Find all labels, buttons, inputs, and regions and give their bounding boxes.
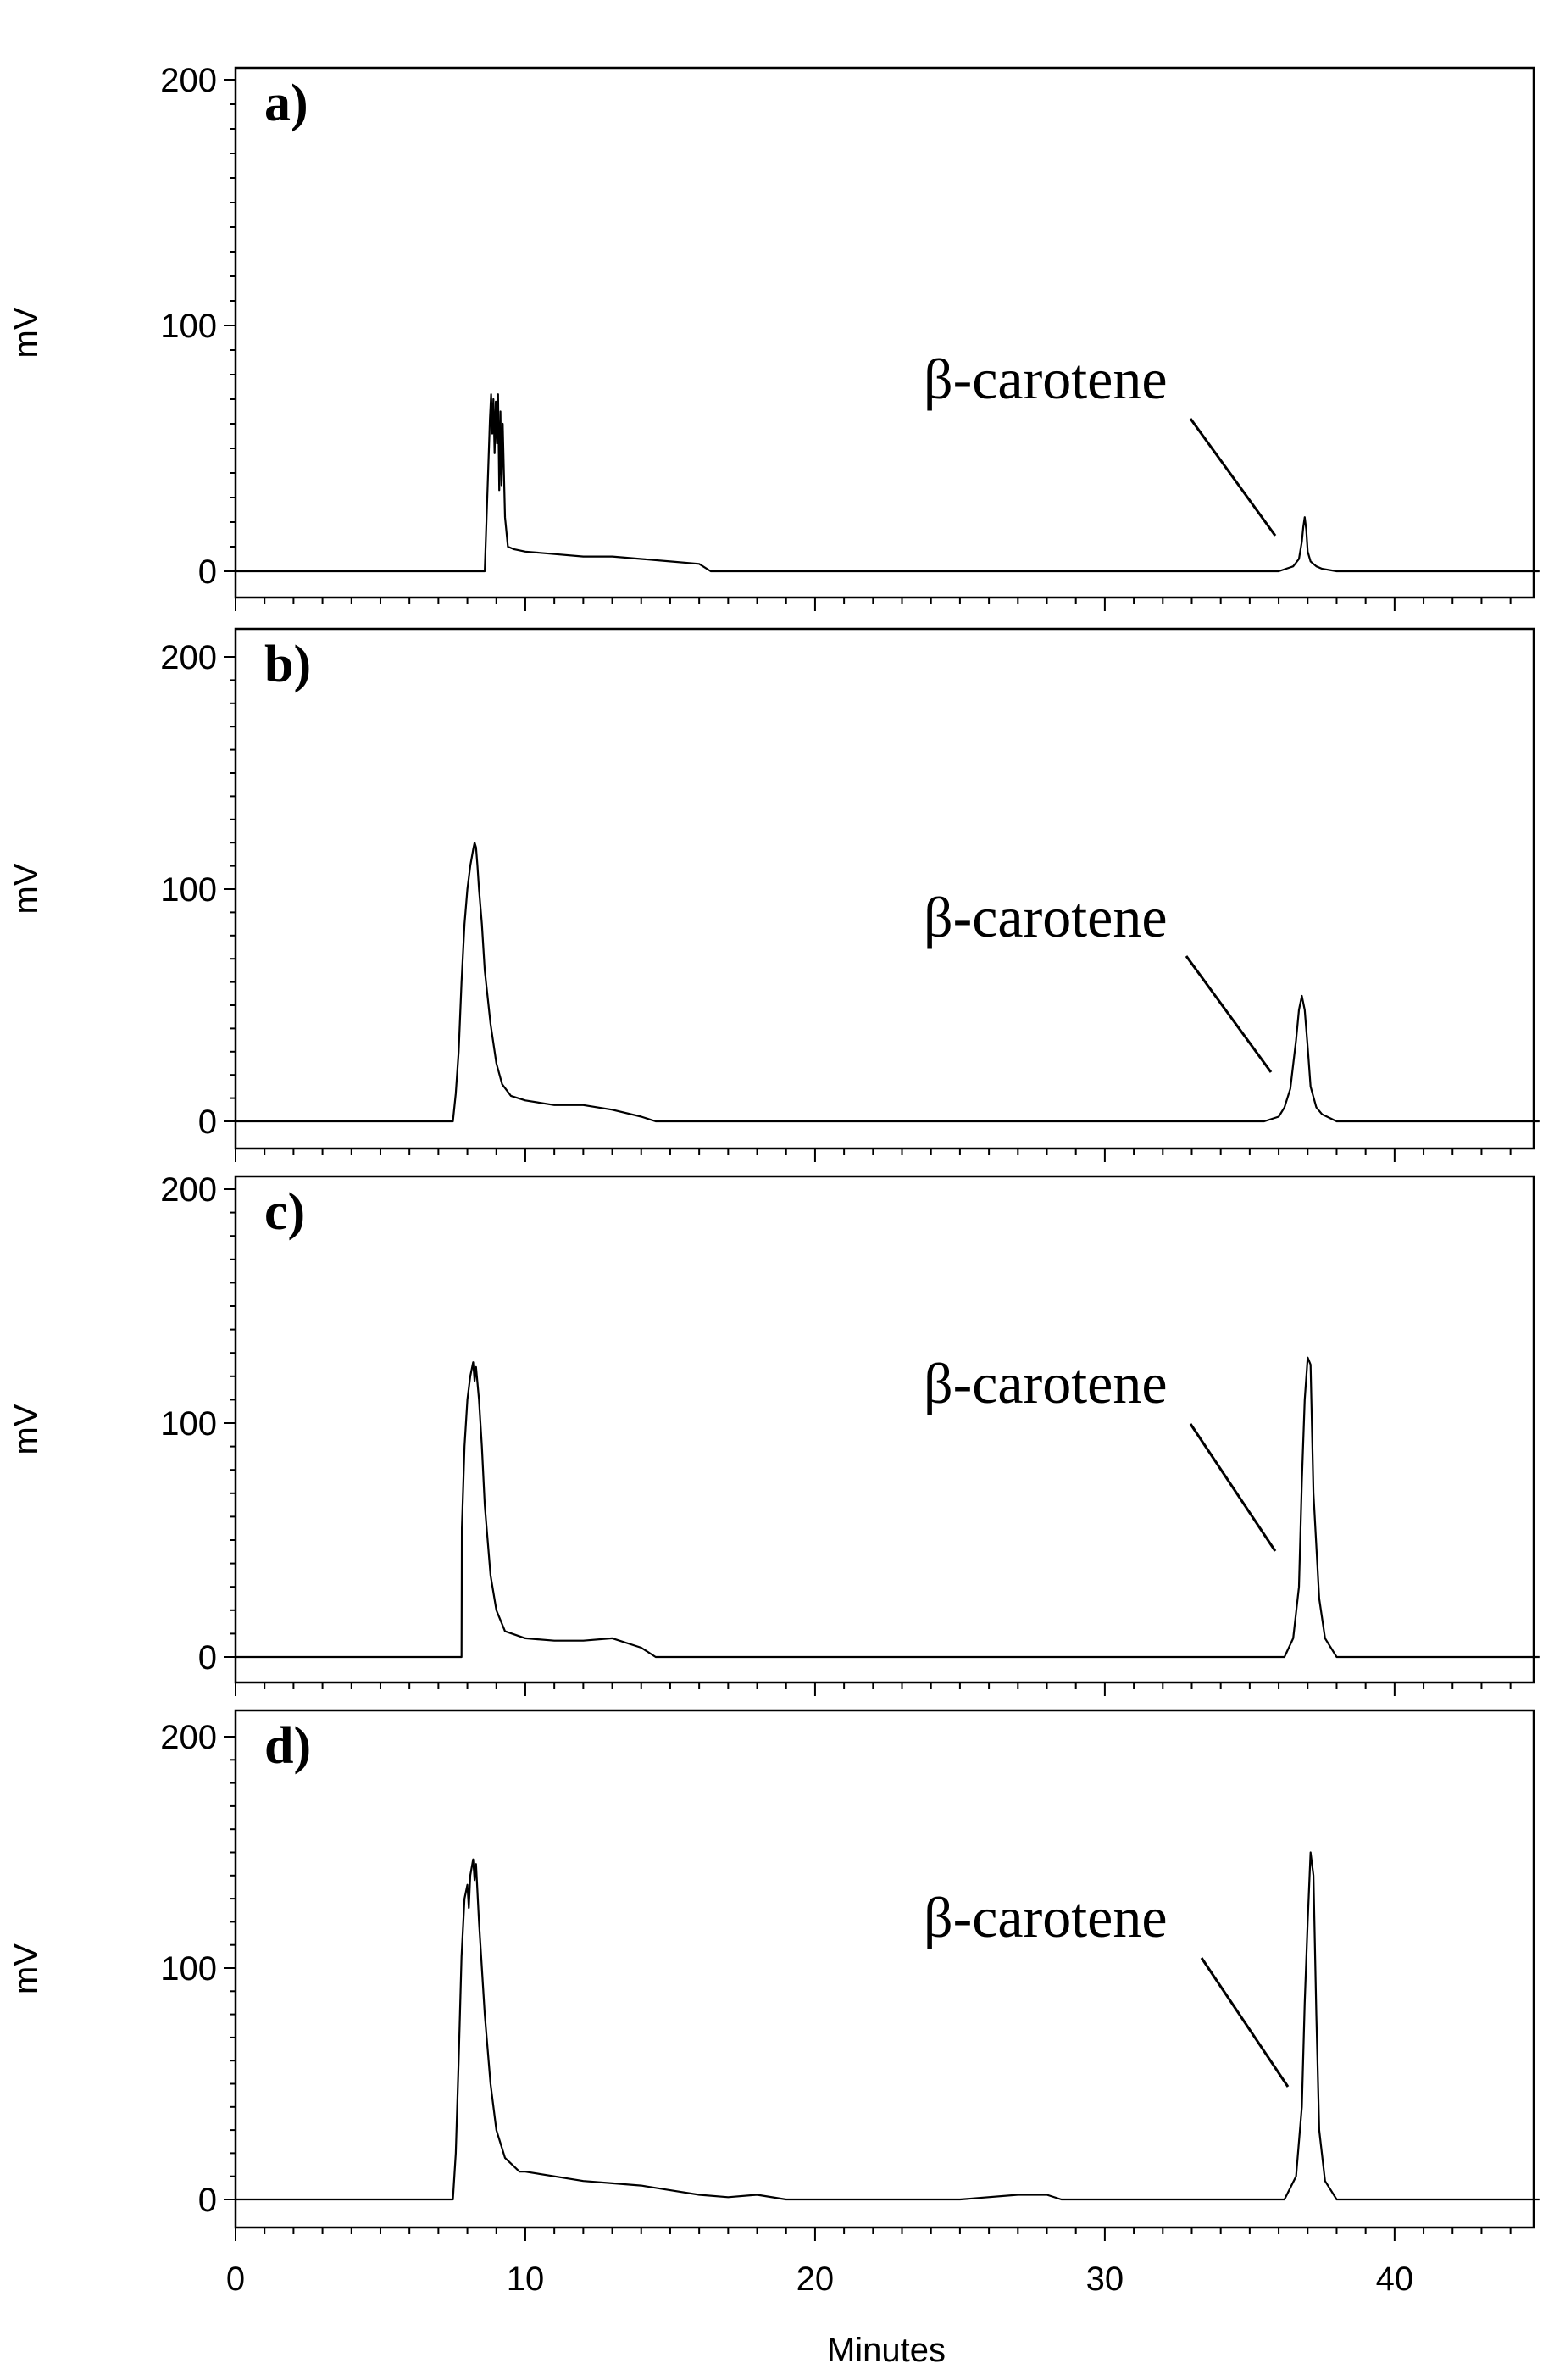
peak-annotation-label: β-carotene [924, 885, 1168, 949]
x-axis-title: Minutes [827, 2332, 946, 2369]
y-tick-label: 200 [160, 1171, 217, 1209]
peak-annotation-label: β-carotene [924, 347, 1168, 411]
peak-annotation-label: β-carotene [924, 1885, 1168, 1949]
y-tick-label: 0 [198, 2182, 217, 2219]
annotation-leader-line [1189, 418, 1277, 537]
chart-panel-b: 0 100 200 mV b) β-carotene [8, 627, 1540, 1162]
y-tick-label: 200 [160, 62, 217, 99]
annotation-leader-line [1200, 1957, 1290, 2088]
y-axis-title: mV [8, 307, 45, 358]
chromatogram-trace [236, 1356, 1540, 1659]
y-axis-title: mV [8, 1404, 45, 1454]
x-tick-label: 40 [1376, 2260, 1414, 2298]
panel-label: a) [264, 75, 308, 132]
chromatogram-trace [236, 1851, 1540, 2201]
chromatogram-trace [236, 842, 1540, 1123]
plot-frame [234, 66, 1535, 599]
panel-label: b) [264, 636, 311, 693]
plot-frame [234, 627, 1535, 1150]
plot-frame [234, 1709, 1535, 2229]
y-tick-label: 0 [198, 1639, 217, 1677]
chart-panel-a: 0 100 200 mV a) β-carotene [8, 62, 1540, 611]
y-axis-title: mV [8, 863, 45, 914]
annotation-leader-line [1185, 955, 1273, 1073]
panel-label: c) [264, 1183, 305, 1241]
chart-panel-c: 0 100 200 mV c) β-carotene [8, 1171, 1540, 1696]
y-tick-label: 100 [160, 1405, 217, 1443]
x-tick-label: 10 [507, 2260, 545, 2298]
x-tick-label: 20 [796, 2260, 835, 2298]
y-tick-label: 100 [160, 871, 217, 909]
y-tick-label: 0 [198, 1104, 217, 1141]
peak-annotation-label: β-carotene [924, 1351, 1168, 1415]
y-axis-title: mV [8, 1943, 45, 1994]
chart-panel-d: 0 100 200 mV d) β-carotene [8, 1709, 1540, 2241]
y-tick-label: 100 [160, 308, 217, 345]
chromatogram-trace [236, 393, 1540, 573]
x-tick-label: 30 [1086, 2260, 1124, 2298]
y-tick-label: 200 [160, 1719, 217, 1756]
panel-label: d) [264, 1717, 311, 1775]
y-tick-label: 100 [160, 1950, 217, 1988]
plot-frame [234, 1175, 1535, 1684]
y-tick-label: 200 [160, 639, 217, 676]
y-tick-label: 0 [198, 553, 217, 591]
annotation-leader-line [1189, 1423, 1277, 1552]
x-tick-label: 0 [226, 2260, 245, 2298]
